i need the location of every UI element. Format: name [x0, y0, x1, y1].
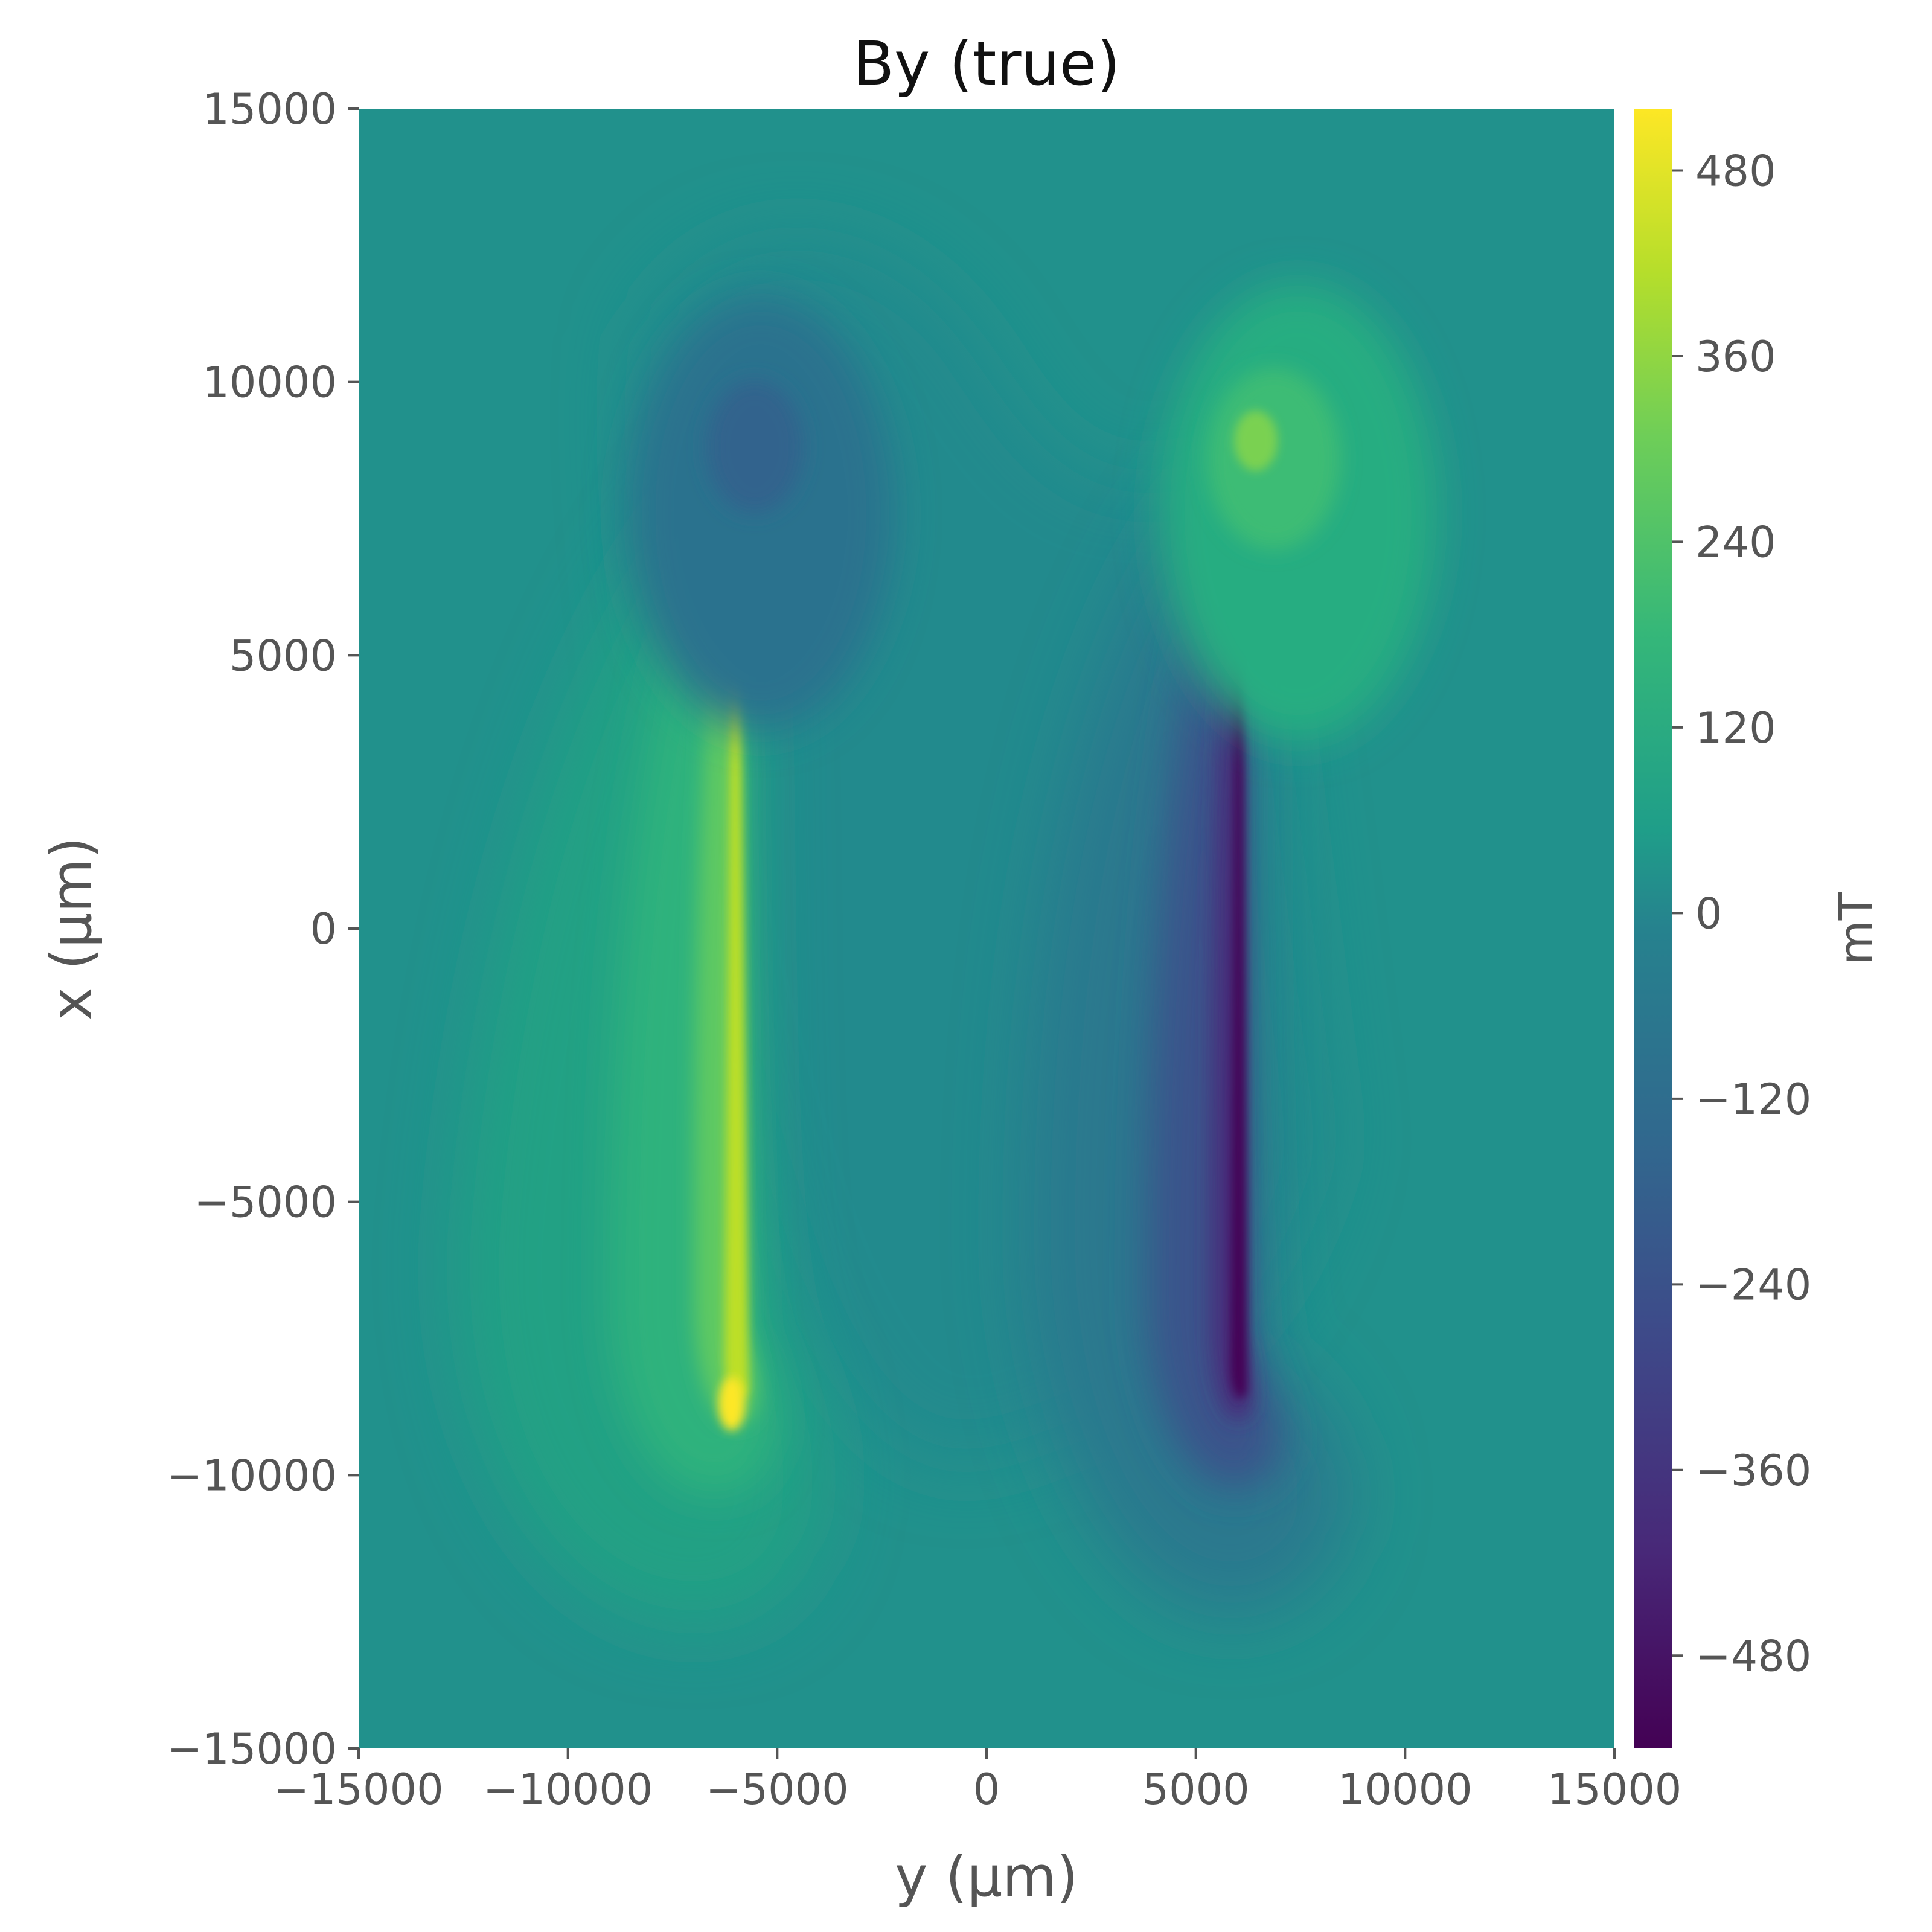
- y-tick-label: −5000: [194, 1178, 337, 1227]
- plot-area: [359, 109, 1614, 1748]
- y-tick-label: 5000: [229, 631, 337, 680]
- colorbar-label: mT: [1829, 892, 1882, 965]
- left-negative-lobe-inner: [706, 380, 803, 513]
- colorbar-tick-label: −360: [1695, 1446, 1811, 1495]
- chart-title: By (true): [853, 28, 1121, 99]
- colorbar-tick-label: 360: [1695, 332, 1776, 382]
- x-tick-label: −10000: [483, 1765, 653, 1814]
- colorbar-tick-label: −120: [1695, 1075, 1811, 1124]
- y-tick-label: 15000: [202, 85, 337, 134]
- y-axis: 15000 10000 5000 0 −5000 −10000 −15000: [167, 85, 359, 1774]
- x-tick-label: 10000: [1338, 1765, 1473, 1814]
- colorbar: [1634, 109, 1672, 1748]
- x-tick-label: −5000: [706, 1765, 849, 1814]
- x-tick-label: 5000: [1142, 1765, 1250, 1814]
- x-tick-label: −15000: [273, 1765, 443, 1814]
- right-positive-lobe-inner: [1234, 411, 1278, 471]
- y-axis-label: x (μm): [39, 837, 104, 1020]
- y-tick-label: −10000: [167, 1451, 337, 1500]
- y-tick-label: 0: [310, 904, 337, 954]
- y-tick-label: −15000: [167, 1724, 337, 1774]
- colorbar-tick-label: −480: [1695, 1631, 1811, 1681]
- colorbar-tick-label: 0: [1695, 889, 1722, 938]
- colorbar-tick-label: 480: [1695, 146, 1776, 196]
- colorbar-tick-label: −240: [1695, 1260, 1811, 1310]
- x-tick-label: 0: [973, 1765, 1000, 1814]
- left-positive-tip: [718, 1377, 745, 1431]
- right-positive-lobe-mid: [1208, 368, 1340, 549]
- x-axis-label: y (μm): [895, 1844, 1078, 1909]
- x-axis: −15000 −10000 −5000 0 5000 10000 15000: [273, 1748, 1681, 1814]
- y-tick-label: 10000: [202, 358, 337, 408]
- colorbar-tick-label: 240: [1695, 517, 1776, 567]
- colorbar-axis: 480 360 240 120 0 −120 −240 −360 −480: [1672, 146, 1811, 1681]
- colorbar-tick-label: 120: [1695, 703, 1776, 753]
- x-tick-label: 15000: [1547, 1765, 1682, 1814]
- left-negative-lobe-outer: [628, 296, 894, 731]
